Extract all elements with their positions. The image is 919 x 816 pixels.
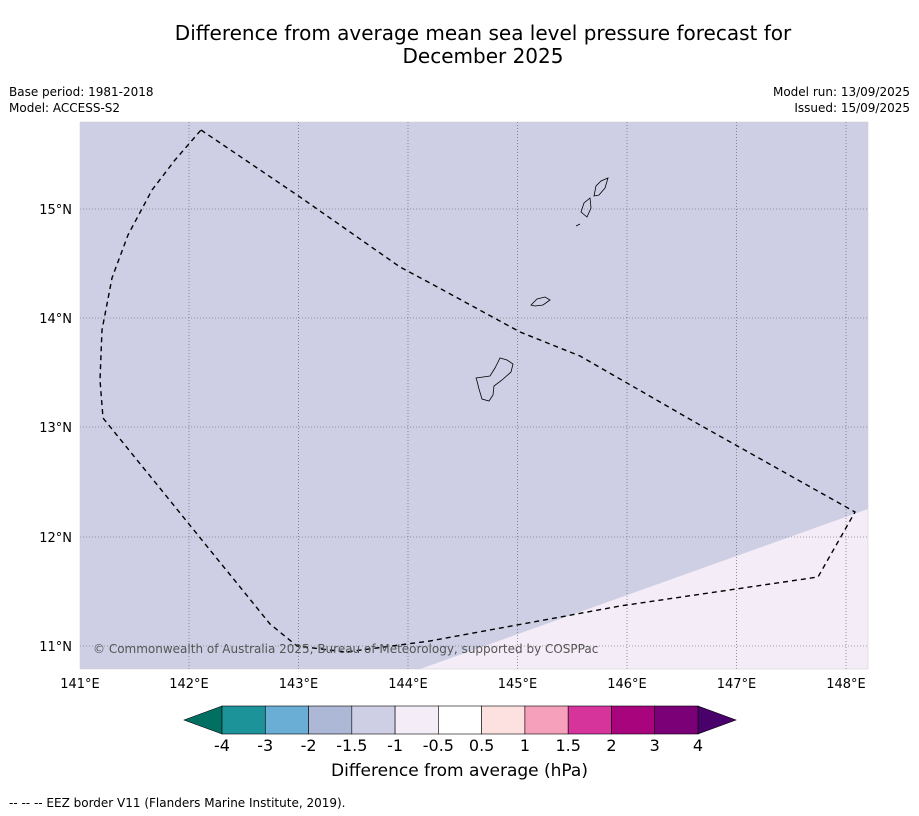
colorbar-tick-label: 0.5 [469, 736, 494, 755]
colorbar-tick-label: 1 [520, 736, 530, 755]
lat-label-12: 12°N [39, 531, 72, 546]
base-period: Base period: 1981-2018 [9, 85, 154, 99]
colorbar-tick-label: -1 [387, 736, 403, 755]
colorbar-tick-label: 1.5 [555, 736, 580, 755]
eez-border [99, 129, 856, 653]
colorbar-segment [654, 705, 699, 735]
map-panel: © Commonwealth of Australia 2025, Bureau… [79, 121, 869, 670]
title-line-1: Difference from average mean sea level p… [174, 21, 792, 45]
colorbar-tick-label: -4 [214, 736, 230, 755]
colorbar-tick-label: 2 [606, 736, 616, 755]
colorbar-tick-label: 4 [693, 736, 703, 755]
colorbar-segment [438, 705, 482, 735]
colorbar-segment [264, 705, 309, 735]
colorbar: -4 -3 -2 -1.5 -1 -0.5 0.5 1 1.5 2 3 4 [183, 705, 737, 755]
colorbar-segment [394, 705, 439, 735]
copyright-notice: © Commonwealth of Australia 2025, Bureau… [93, 642, 598, 656]
issued-date: Issued: 15/09/2025 [794, 101, 910, 115]
longitude-labels: 141°E 142°E 143°E 144°E 145°E 146°E 147°… [60, 677, 866, 692]
lat-label-11: 11°N [39, 640, 72, 655]
anomaly-field-southeast [420, 509, 868, 669]
saipan-island [593, 177, 609, 197]
rota-island [530, 296, 551, 307]
colorbar-segment [567, 705, 612, 735]
guam-island [475, 357, 514, 402]
lon-label-145: 145°E [498, 677, 538, 692]
eez-footnote: -- -- -- EEZ border V11 (Flanders Marine… [9, 796, 346, 810]
colorbar-extend-low [183, 705, 223, 735]
colorbar-segment [611, 705, 656, 735]
tinian-island [580, 197, 592, 218]
model-run: Model run: 13/09/2025 [772, 85, 910, 99]
lon-label-146: 146°E [607, 677, 647, 692]
lon-label-147: 147°E [717, 677, 757, 692]
colorbar-segment [221, 705, 266, 735]
lon-label-148: 148°E [826, 677, 866, 692]
colorbar-label: Difference from average (hPa) [331, 761, 588, 781]
lon-label-144: 144°E [388, 677, 428, 692]
meta-right: Model run: 13/09/2025 Issued: 15/09/2025 [773, 84, 910, 116]
model-name: Model: ACCESS-S2 [9, 101, 121, 115]
lat-label-14: 14°N [39, 312, 72, 327]
aguijan-island [575, 223, 581, 227]
lon-label-141: 141°E [60, 677, 100, 692]
lat-label-15: 15°N [39, 203, 72, 218]
colorbar-extend-high [697, 705, 737, 735]
lat-label-13: 13°N [39, 421, 72, 436]
colorbar-tick-label: -0.5 [423, 736, 454, 755]
colorbar-segment [481, 705, 526, 735]
title-line-2: December 2025 [402, 44, 564, 68]
chart-title: Difference from average mean sea level p… [0, 22, 919, 68]
colorbar-ticks: -4 -3 -2 -1.5 -1 -0.5 0.5 1 1.5 2 3 4 [214, 736, 703, 755]
colorbar-tick-label: -1.5 [336, 736, 367, 755]
map-frame [79, 121, 869, 670]
colorbar-tick-label: 3 [650, 736, 660, 755]
colorbar-segment [524, 705, 569, 735]
meta-left: Base period: 1981-2018 Model: ACCESS-S2 [9, 84, 154, 116]
colorbar-segments [221, 705, 699, 735]
latitude-labels: 15°N 14°N 13°N 12°N 11°N [39, 203, 72, 655]
colorbar-tick-label: -3 [257, 736, 273, 755]
graticule [80, 122, 868, 669]
colorbar-tick-label: -2 [301, 736, 317, 755]
lon-label-143: 143°E [279, 677, 319, 692]
lon-label-142: 142°E [169, 677, 209, 692]
mariana-islands [475, 177, 609, 402]
colorbar-segment [351, 705, 396, 735]
colorbar-segment [308, 705, 353, 735]
